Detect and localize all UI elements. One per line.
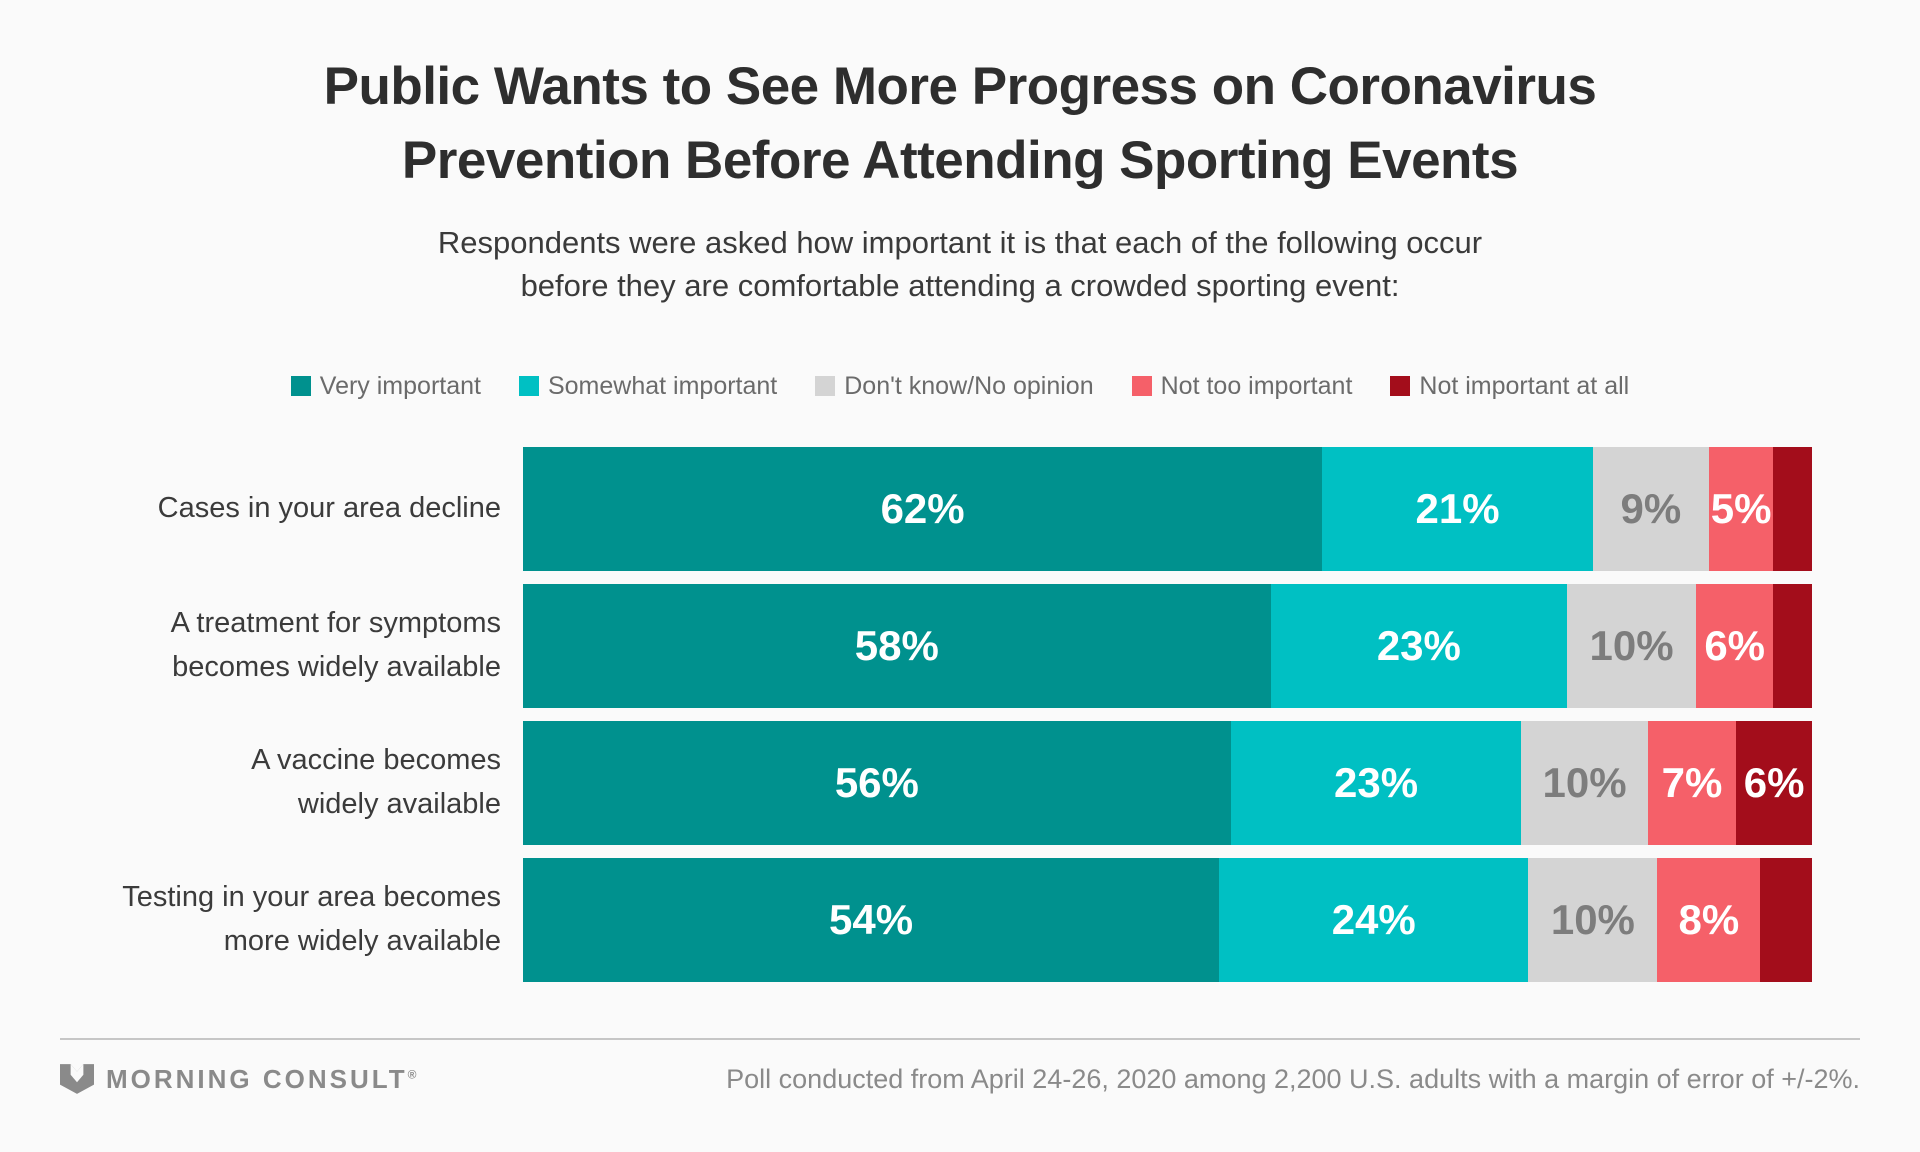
legend-label: Not too important: [1160, 371, 1353, 400]
footer: MORNING CONSULT® Poll conducted from Apr…: [60, 1037, 1860, 1095]
legend-label: Don't know/No opinion: [844, 371, 1094, 400]
bar-segment-somewhat-important: 23%: [1230, 720, 1522, 845]
legend-item-not-too-important: Not too important: [1131, 371, 1353, 401]
chart-row: Testing in your area becomes more widely …: [60, 857, 1813, 982]
legend-item-not-important-at-all: Not important at all: [1390, 372, 1629, 401]
bar-segment-somewhat-important: 21%: [1322, 446, 1593, 571]
bar-segment-not-important-at-all: 6%: [1736, 720, 1812, 845]
category-label-line: becomes widely available: [172, 650, 501, 683]
bar-segment-not-too-important: 8%: [1657, 857, 1761, 982]
legend-label: Somewhat important: [547, 371, 778, 400]
bar-segment-very-important: 58%: [523, 583, 1271, 708]
bar-segment-not-too-important: 6%: [1696, 583, 1774, 708]
chart-title-line-2: Prevention Before Attending Sporting Eve…: [401, 131, 1519, 191]
bar-segment-not-too-important: 7%: [1647, 720, 1737, 845]
chart-title-line-1: Public Wants to See More Progress on Cor…: [323, 57, 1597, 116]
stacked-bar: 58% 23% 10% 6%: [523, 583, 1813, 708]
bar-segment-somewhat-important: 23%: [1270, 583, 1568, 708]
registered-mark: ®: [407, 1067, 417, 1082]
category-label-line: more widely available: [223, 924, 501, 957]
chart-rows: Cases in your area decline 62% 21% 9% 5% A tr…: [60, 446, 1813, 982]
chart-subtitle: Respondents were asked how important it …: [0, 222, 1920, 308]
bar-segment-not-important-at-all: [1760, 857, 1813, 982]
category-label: Testing in your area becomes more widely …: [60, 858, 523, 982]
chart-subtitle-line-2: before they are comfortable attending a …: [520, 268, 1400, 304]
legend-label: Not important at all: [1419, 371, 1630, 400]
legend-item-very-important: Very important: [290, 371, 481, 401]
legend: Very important Somewhat important Don't kn…: [0, 372, 1920, 401]
morning-consult-logo-icon: [60, 1064, 94, 1095]
legend-item-dont-know-no-opinion: Don't know/No opinion: [815, 371, 1094, 401]
chart-title: Public Wants to See More Progress on Cor…: [0, 50, 1920, 198]
legend-swatch-icon: [815, 376, 836, 397]
legend-label: Very important: [319, 371, 481, 400]
chart-row: A vaccine becomes widely available 56% 23% 1…: [60, 720, 1812, 845]
legend-swatch-icon: [290, 376, 311, 397]
stacked-bar: 56% 23% 10% 7% 6%: [523, 720, 1812, 845]
chart-row: Cases in your area decline 62% 21% 9% 5%: [60, 446, 1813, 571]
legend-swatch-icon: [1390, 376, 1411, 397]
source-note: Poll conducted from April 24-26, 2020 am…: [726, 1063, 1860, 1094]
category-label-line: widely available: [297, 787, 501, 820]
stacked-bar: 62% 21% 9% 5%: [523, 446, 1813, 571]
legend-item-somewhat-important: Somewhat important: [518, 371, 778, 401]
brand: MORNING CONSULT®: [60, 1064, 416, 1095]
bar-segment-dont-know-no-opinion: 10%: [1567, 583, 1696, 708]
bar-segment-not-important-at-all: [1773, 583, 1813, 708]
bar-segment-dont-know-no-opinion: 9%: [1592, 446, 1709, 571]
category-label-line: Cases in your area decline: [157, 492, 501, 525]
bar-segment-very-important: 62%: [523, 446, 1323, 571]
chart-subtitle-line-1: Respondents were asked how important it …: [437, 225, 1483, 261]
bar-segment-very-important: 54%: [523, 857, 1220, 982]
bar-segment-not-too-important: 5%: [1708, 446, 1774, 571]
stacked-bar: 54% 24% 10% 8%: [523, 857, 1813, 982]
legend-swatch-icon: [1131, 376, 1152, 397]
brand-name-text: MORNING CONSULT: [106, 1063, 408, 1094]
category-label-line: A treatment for symptoms: [170, 607, 501, 640]
bar-segment-not-important-at-all: [1773, 446, 1813, 571]
brand-name: MORNING CONSULT®: [106, 1064, 416, 1095]
category-label: Cases in your area decline: [60, 447, 523, 571]
category-label-line: Testing in your area becomes: [122, 881, 501, 914]
category-label: A treatment for symptoms becomes widely a…: [60, 584, 523, 708]
bar-segment-very-important: 56%: [523, 720, 1231, 845]
legend-swatch-icon: [518, 376, 539, 397]
category-label: A vaccine becomes widely available: [60, 721, 523, 845]
bar-segment-somewhat-important: 24%: [1219, 857, 1529, 982]
bar-segment-dont-know-no-opinion: 10%: [1521, 720, 1648, 845]
bar-segment-dont-know-no-opinion: 10%: [1528, 857, 1658, 982]
chart-row: A treatment for symptoms becomes widely a…: [60, 583, 1813, 708]
category-label-line: A vaccine becomes: [251, 744, 501, 777]
